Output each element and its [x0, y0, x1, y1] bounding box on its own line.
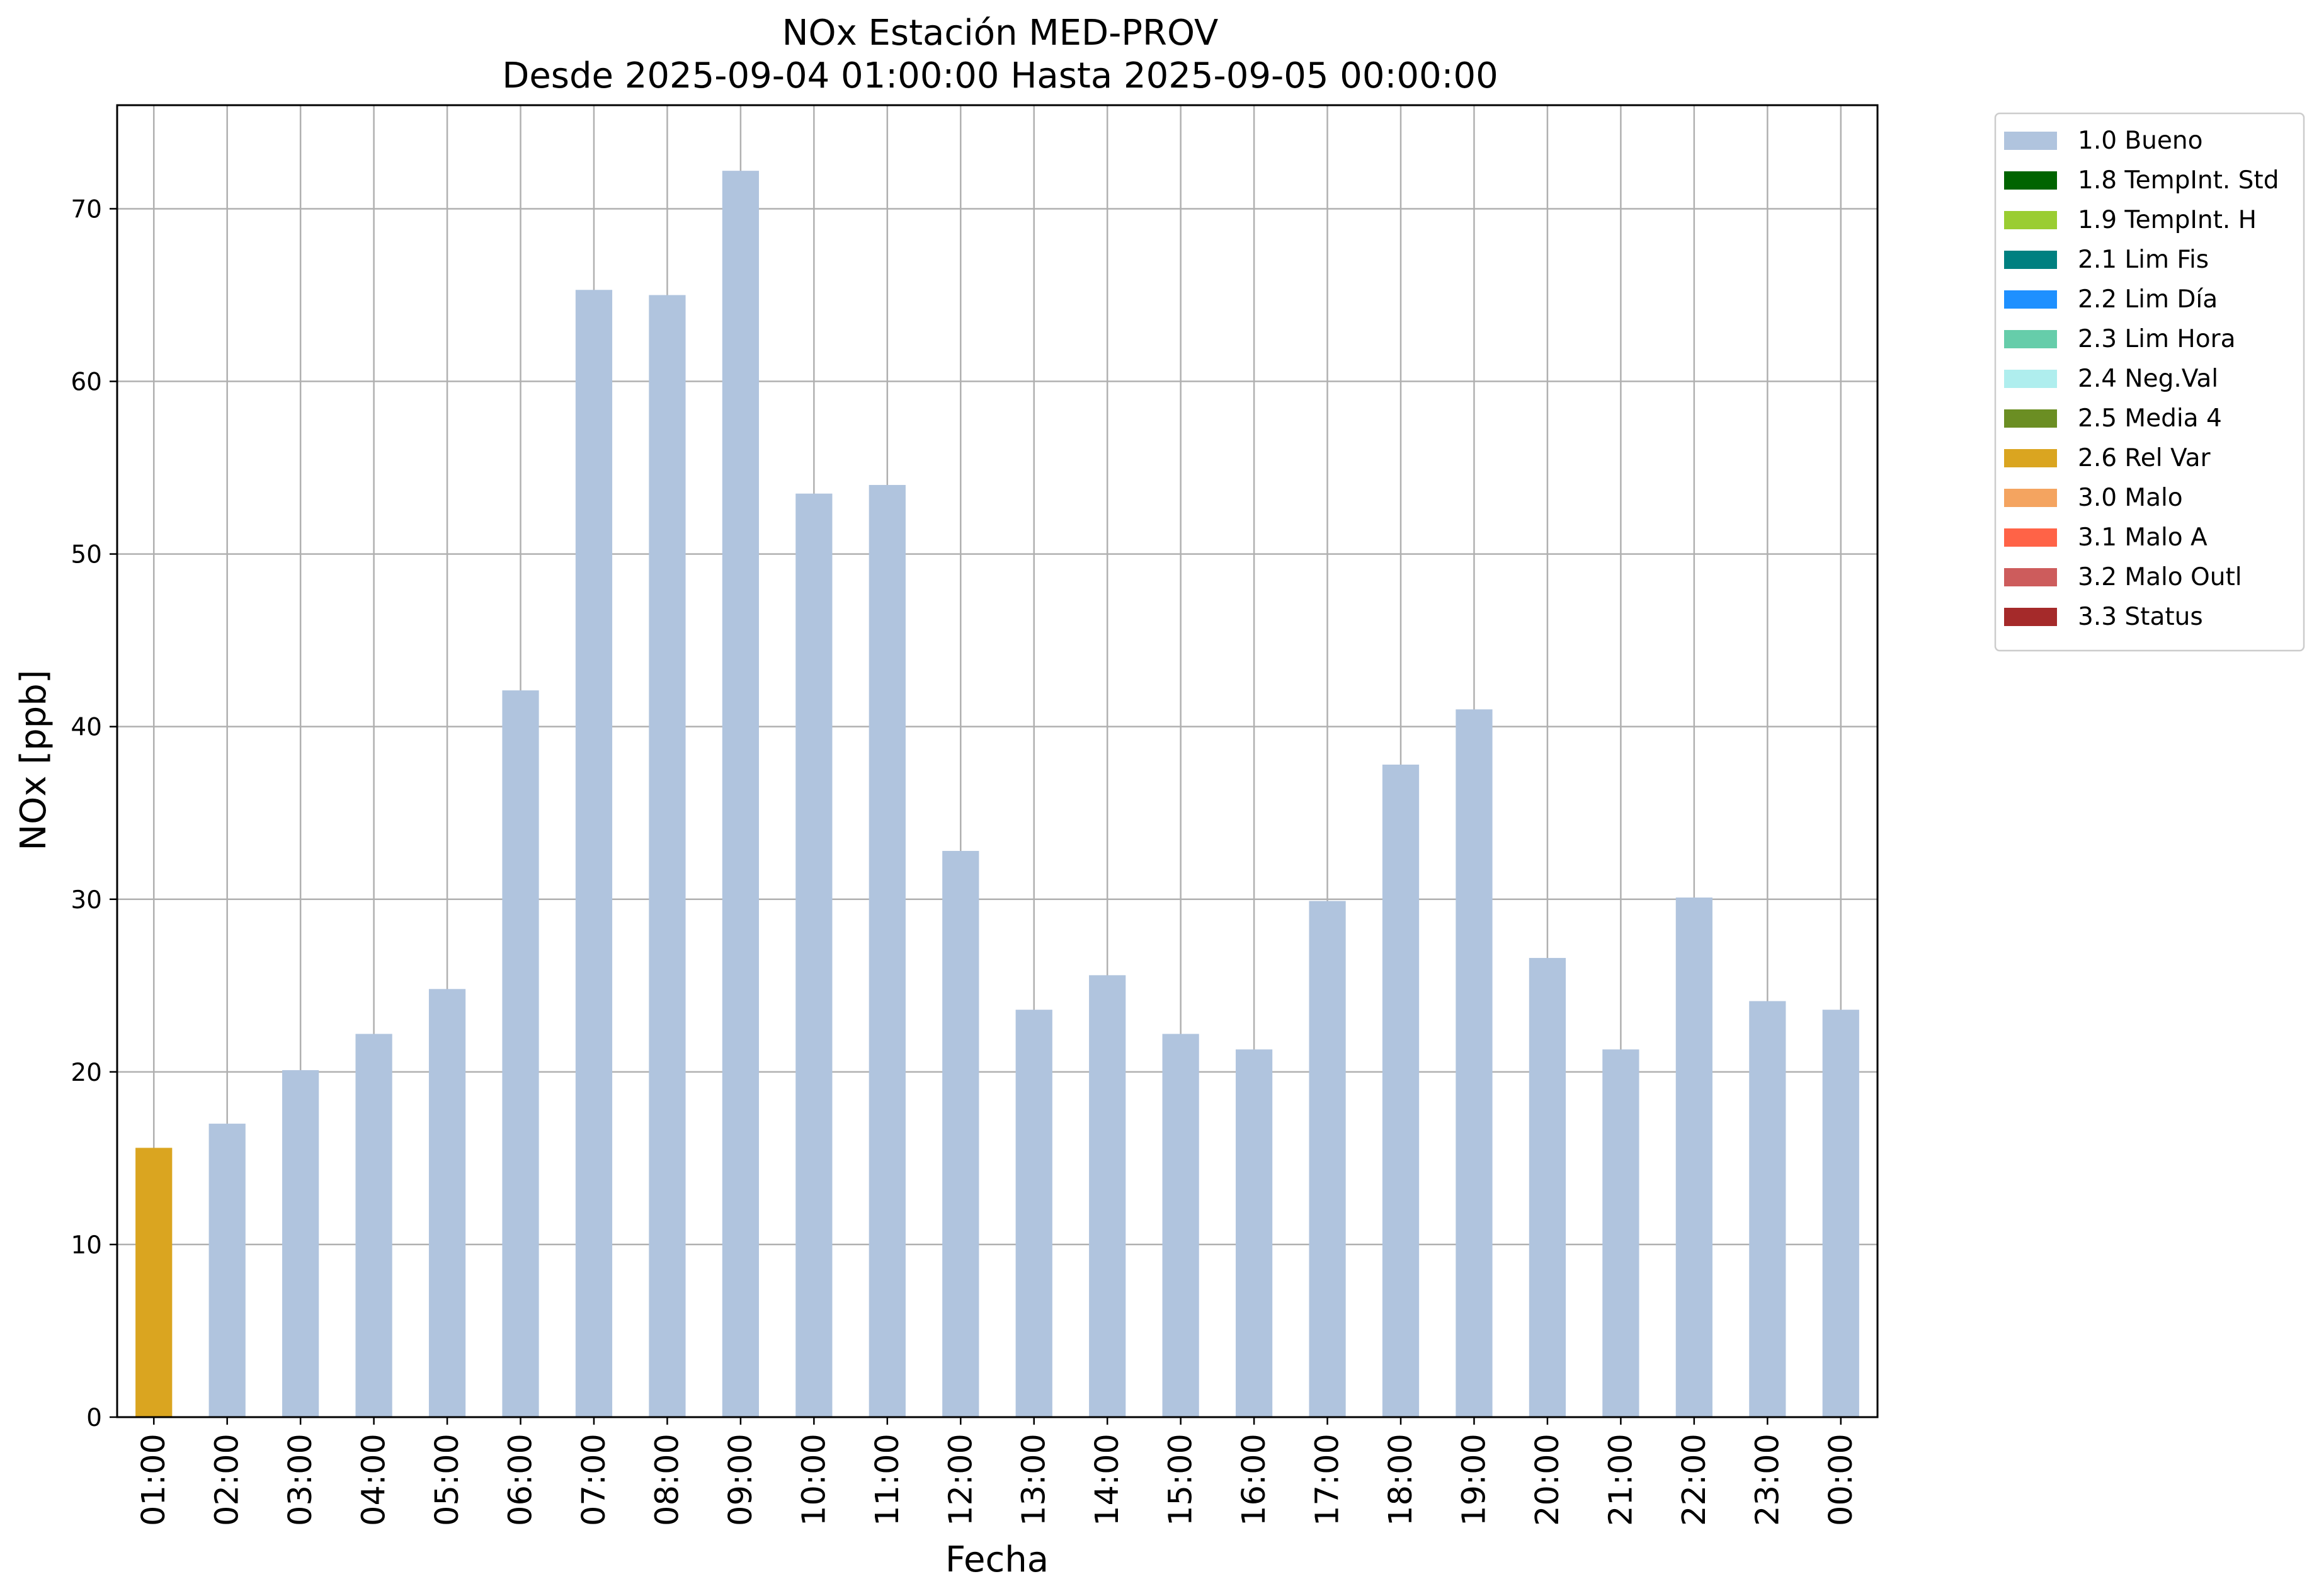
x-tick-label: 10:00	[795, 1434, 833, 1526]
legend-swatch	[2004, 528, 2057, 547]
legend-box	[1994, 112, 2305, 652]
legend-label: 1.9 TempInt. H	[2078, 206, 2257, 234]
x-tick-label: 13:00	[1016, 1434, 1053, 1526]
bar	[1089, 975, 1126, 1417]
axes	[116, 104, 1879, 1418]
y-tick-label: 70	[71, 195, 102, 224]
y-axis-label: NOx [ppb]	[13, 670, 54, 850]
legend-label: 2.6 Rel Var	[2078, 444, 2211, 472]
x-tick-label: 22:00	[1676, 1434, 1713, 1526]
legend-swatch	[2004, 211, 2057, 229]
x-tick-label: 15:00	[1163, 1434, 1200, 1526]
y-tick-label: 50	[71, 541, 102, 569]
x-tick-label: 23:00	[1749, 1434, 1786, 1526]
bar	[1162, 1034, 1199, 1417]
ticks: 0 10 20 30 40 50 60 70 01:00 02:00 03:00 04:00 05:00…	[71, 195, 1859, 1526]
bar	[869, 484, 906, 1418]
x-tick-label: 05:00	[429, 1434, 466, 1526]
y-tick-label: 40	[71, 714, 102, 742]
chart-title-group: NOx Estación MED-PROV Desde 2025-09-04 0…	[502, 13, 1498, 96]
x-tick-label: 12:00	[942, 1434, 979, 1526]
bar	[282, 1070, 319, 1417]
bar	[1675, 898, 1712, 1417]
bar	[502, 690, 539, 1417]
legend-swatch	[2004, 251, 2057, 269]
x-tick-label: 18:00	[1382, 1434, 1420, 1526]
bar	[1235, 1049, 1273, 1417]
legend-label: 3.1 Malo A	[2078, 523, 2208, 552]
legend-swatch	[2004, 568, 2057, 586]
legend: 1.0 Bueno 1.8 TempInt. Std 1.9 TempInt. H 2…	[1994, 112, 2305, 652]
y-tick-label: 60	[71, 368, 102, 397]
y-tick-label: 0	[86, 1404, 102, 1432]
bar	[649, 295, 686, 1418]
y-tick-label: 20	[71, 1059, 102, 1087]
bar	[1602, 1049, 1639, 1417]
x-tick-label: 19:00	[1456, 1434, 1493, 1526]
legend-label: 2.1 Lim Fis	[2078, 246, 2209, 274]
bar	[1015, 1010, 1052, 1417]
bar	[1749, 1001, 1786, 1417]
y-tick-label: 30	[71, 886, 102, 915]
legend-swatch	[2004, 330, 2057, 348]
bar	[1822, 1010, 1859, 1417]
legend-swatch	[2004, 449, 2057, 467]
x-tick-label: 14:00	[1089, 1434, 1126, 1526]
chart-title: NOx Estación MED-PROV	[782, 13, 1219, 54]
bar	[355, 1034, 392, 1417]
bar	[795, 493, 833, 1417]
legend-label: 1.0 Bueno	[2078, 127, 2202, 155]
legend-label: 2.4 Neg.Val	[2078, 365, 2218, 393]
legend-swatch	[2004, 290, 2057, 309]
y-tick-label: 10	[71, 1231, 102, 1260]
plot-frame	[116, 104, 1879, 1418]
x-tick-label: 20:00	[1529, 1434, 1566, 1526]
bar	[135, 1148, 173, 1417]
bar	[942, 851, 979, 1417]
chart-subtitle: Desde 2025-09-04 01:00:00 Hasta 2025-09-…	[502, 55, 1498, 96]
legend-label: 2.3 Lim Hora	[2078, 325, 2236, 353]
bar	[1309, 901, 1346, 1417]
x-tick-label: 04:00	[356, 1434, 393, 1526]
bars	[135, 171, 1859, 1418]
bar	[428, 989, 466, 1417]
bar	[575, 290, 613, 1418]
legend-label: 2.5 Media 4	[2078, 404, 2222, 433]
x-tick-label: 02:00	[209, 1434, 246, 1526]
bar	[1456, 709, 1493, 1417]
x-tick-label: 00:00	[1823, 1434, 1860, 1526]
x-tick-label: 01:00	[135, 1434, 173, 1526]
legend-swatch	[2004, 132, 2057, 150]
x-tick-label: 08:00	[649, 1434, 686, 1526]
x-tick-label: 06:00	[503, 1434, 540, 1526]
legend-swatch	[2004, 171, 2057, 190]
bar	[1382, 764, 1420, 1417]
x-axis-label: Fecha	[945, 1539, 1049, 1580]
x-tick-label: 16:00	[1236, 1434, 1273, 1526]
bar	[208, 1124, 246, 1417]
legend-label: 3.0 Malo	[2078, 484, 2183, 512]
legend-swatch	[2004, 608, 2057, 626]
legend-label: 2.2 Lim Día	[2078, 285, 2218, 314]
x-tick-label: 17:00	[1309, 1434, 1347, 1526]
legend-label: 3.3 Status	[2078, 603, 2203, 631]
x-tick-label: 07:00	[576, 1434, 613, 1526]
legend-swatch	[2004, 409, 2057, 428]
x-tick-label: 21:00	[1602, 1434, 1639, 1526]
legend-swatch	[2004, 489, 2057, 507]
x-tick-label: 09:00	[722, 1434, 760, 1526]
x-tick-label: 03:00	[282, 1434, 319, 1526]
legend-swatch	[2004, 370, 2057, 388]
bar	[1529, 957, 1566, 1417]
legend-label: 1.8 TempInt. Std	[2078, 166, 2279, 195]
x-tick-label: 11:00	[869, 1434, 906, 1526]
bar	[722, 171, 760, 1417]
legend-label: 3.2 Malo Outl	[2078, 563, 2242, 591]
